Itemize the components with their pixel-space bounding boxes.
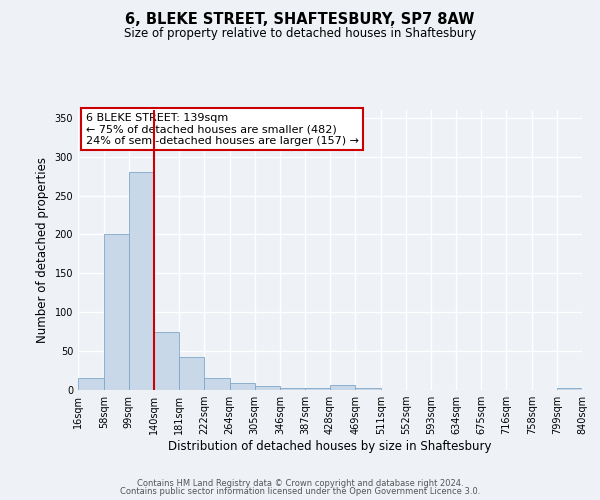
Bar: [179, 358, 204, 390]
Bar: [280, 388, 305, 390]
Text: Contains HM Land Registry data © Crown copyright and database right 2024.: Contains HM Land Registry data © Crown c…: [137, 478, 463, 488]
Text: 6, BLEKE STREET, SHAFTESBURY, SP7 8AW: 6, BLEKE STREET, SHAFTESBURY, SP7 8AW: [125, 12, 475, 28]
Bar: [355, 388, 381, 390]
Bar: [154, 332, 179, 390]
Text: Size of property relative to detached houses in Shaftesbury: Size of property relative to detached ho…: [124, 28, 476, 40]
Bar: [78, 378, 104, 390]
Text: 6 BLEKE STREET: 139sqm
← 75% of detached houses are smaller (482)
24% of semi-de: 6 BLEKE STREET: 139sqm ← 75% of detached…: [86, 113, 359, 146]
Bar: [104, 234, 129, 390]
Bar: [230, 383, 255, 390]
Bar: [330, 386, 355, 390]
Bar: [204, 378, 230, 390]
Bar: [305, 388, 330, 390]
Bar: [129, 172, 154, 390]
Text: Contains public sector information licensed under the Open Government Licence 3.: Contains public sector information licen…: [120, 487, 480, 496]
Y-axis label: Number of detached properties: Number of detached properties: [36, 157, 49, 343]
Bar: [255, 386, 280, 390]
X-axis label: Distribution of detached houses by size in Shaftesbury: Distribution of detached houses by size …: [168, 440, 492, 453]
Bar: [557, 388, 582, 390]
